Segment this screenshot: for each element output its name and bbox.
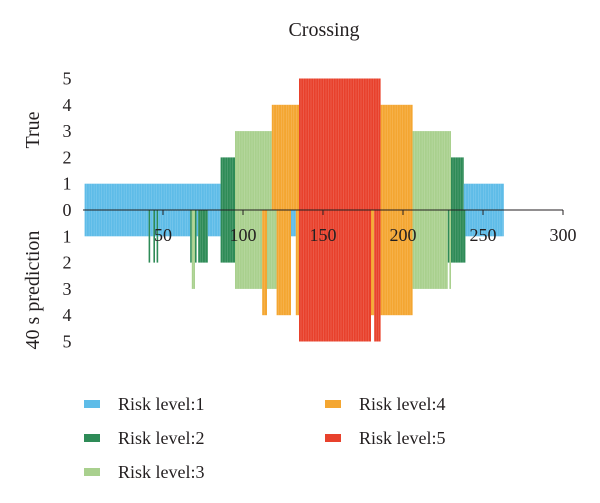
y-axis-label-prediction: 40 s prediction bbox=[22, 231, 44, 350]
y-tick-label: 5 bbox=[63, 332, 72, 352]
prediction-bar-segment bbox=[235, 210, 263, 289]
x-axis-tick-labels: 50 100 150 200 250 300 bbox=[154, 225, 577, 245]
true-bar-segment bbox=[84, 183, 221, 210]
prediction-bar-segment bbox=[299, 210, 371, 342]
x-axis-tick-marks bbox=[162, 210, 564, 215]
x-tick-label: 200 bbox=[390, 225, 417, 245]
legend: Risk level:1 Risk level:4 Risk level:2 Risk… bbox=[84, 394, 446, 482]
true-bar-segment bbox=[463, 183, 504, 210]
prediction-bar-segment bbox=[374, 210, 381, 342]
prediction-bar-segment bbox=[267, 210, 277, 289]
legend-swatch-level-3 bbox=[84, 468, 100, 476]
legend-swatch-level-1 bbox=[84, 400, 100, 408]
true-bar-segment bbox=[412, 131, 451, 210]
true-bar-segment bbox=[380, 104, 413, 210]
y-axis-tick-labels: 5 4 3 2 1 0 1 2 3 4 5 bbox=[63, 69, 72, 352]
y-tick-label: 3 bbox=[63, 279, 72, 299]
y-tick-label: 2 bbox=[63, 253, 72, 273]
legend-label-level-1: Risk level:1 bbox=[118, 394, 205, 414]
prediction-bar-segment bbox=[295, 210, 299, 316]
prediction-series-bars bbox=[84, 210, 504, 342]
y-tick-label: 2 bbox=[63, 147, 72, 167]
prediction-bar-segment bbox=[207, 210, 221, 237]
prediction-bar-segment bbox=[190, 210, 192, 263]
prediction-bar-segment bbox=[412, 210, 448, 289]
y-tick-label: 4 bbox=[63, 95, 72, 115]
x-tick-label: 250 bbox=[470, 225, 497, 245]
y-tick-label: 1 bbox=[63, 226, 72, 246]
prediction-bar-segment bbox=[148, 210, 151, 263]
prediction-bar-segment bbox=[84, 210, 149, 237]
prediction-bar-segment bbox=[191, 210, 195, 289]
prediction-bar-segment bbox=[153, 210, 155, 263]
prediction-bar-segment bbox=[155, 210, 157, 237]
true-bar-segment bbox=[220, 157, 235, 210]
legend-label-level-3: Risk level:3 bbox=[118, 462, 205, 482]
legend-swatch-level-5 bbox=[325, 434, 341, 442]
prediction-bar-segment bbox=[262, 210, 267, 316]
y-tick-label: 0 bbox=[63, 200, 72, 220]
legend-label-level-4: Risk level:4 bbox=[359, 394, 446, 414]
prediction-bar-segment bbox=[156, 210, 159, 263]
true-bar-segment bbox=[271, 104, 299, 210]
prediction-bar-segment bbox=[198, 210, 208, 263]
prediction-bar-segment bbox=[150, 210, 154, 237]
prediction-bar-segment bbox=[380, 210, 413, 316]
true-bar-segment bbox=[451, 157, 464, 210]
y-tick-label: 1 bbox=[63, 174, 72, 194]
chart-title: Crossing bbox=[288, 19, 359, 41]
prediction-bar-segment bbox=[447, 210, 450, 263]
prediction-bar-segment bbox=[371, 210, 375, 316]
legend-label-level-2: Risk level:2 bbox=[118, 428, 205, 448]
prediction-bar-segment bbox=[158, 210, 191, 237]
y-tick-label: 3 bbox=[63, 121, 72, 141]
x-tick-label: 50 bbox=[154, 225, 172, 245]
y-axis-label-true: True bbox=[22, 111, 44, 148]
legend-swatch-level-2 bbox=[84, 434, 100, 442]
prediction-bar-segment bbox=[196, 210, 199, 237]
prediction-bar-segment bbox=[276, 210, 291, 316]
true-bar-segment bbox=[235, 131, 272, 210]
legend-label-level-5: Risk level:5 bbox=[359, 428, 446, 448]
legend-swatch-level-4 bbox=[325, 400, 341, 408]
prediction-bar-segment bbox=[465, 210, 504, 237]
x-tick-label: 150 bbox=[310, 225, 337, 245]
true-series-bars bbox=[84, 78, 504, 210]
prediction-bar-segment bbox=[195, 210, 197, 263]
x-tick-label: 100 bbox=[230, 225, 257, 245]
prediction-bar-segment bbox=[451, 210, 466, 263]
prediction-bar-segment bbox=[220, 210, 235, 263]
prediction-bar-segment bbox=[291, 210, 296, 237]
y-tick-label: 5 bbox=[63, 69, 72, 89]
x-tick-label: 300 bbox=[550, 225, 577, 245]
prediction-bar-segment bbox=[449, 210, 451, 289]
true-bar-segment bbox=[299, 78, 381, 210]
y-tick-label: 4 bbox=[63, 305, 72, 325]
